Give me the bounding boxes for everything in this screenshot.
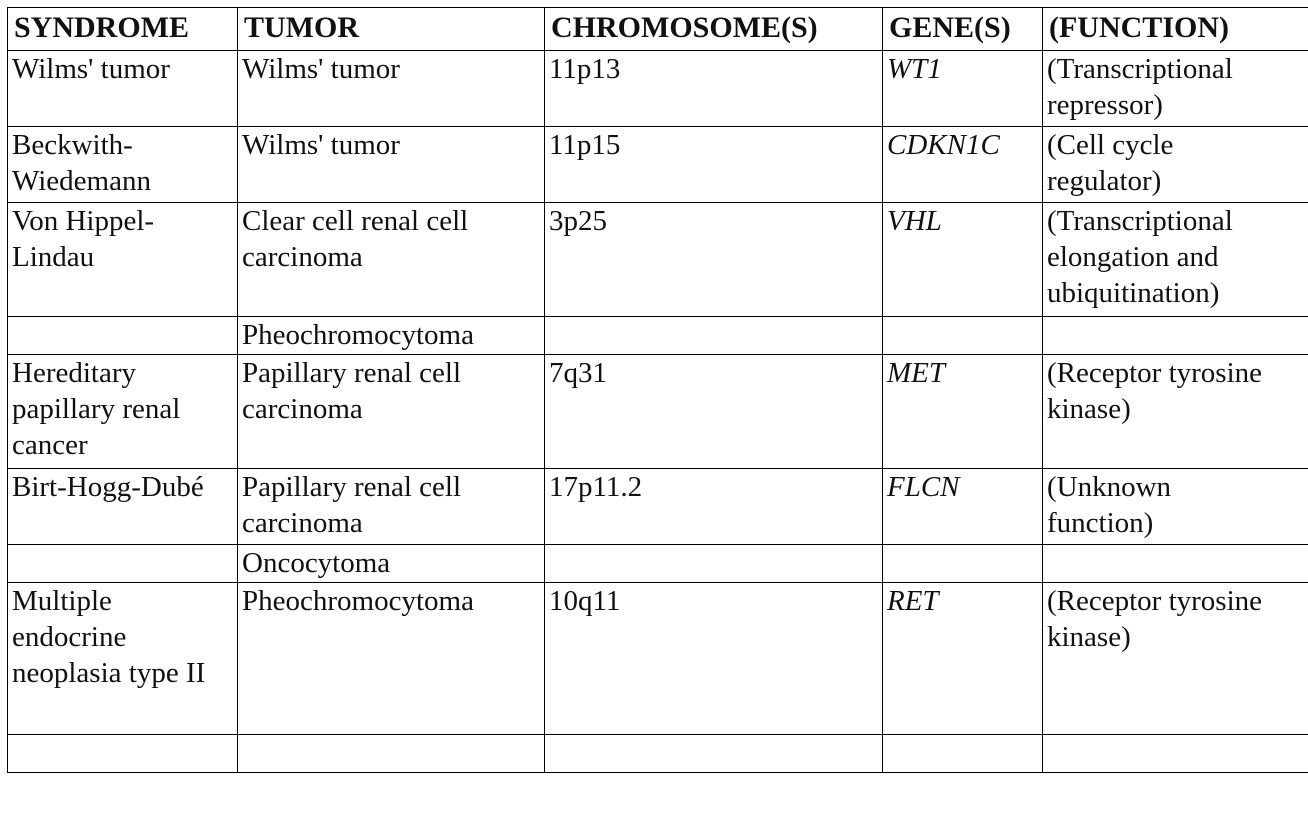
tumor-cell: Wilms' tumor	[237, 50, 545, 127]
syndrome-cell	[7, 544, 238, 583]
gene-cell: RET	[882, 582, 1043, 735]
tumor-cell: Wilms' tumor	[237, 126, 545, 203]
chromosome-cell: 3p25	[544, 202, 883, 317]
table-row: Wilms' tumor Wilms' tumor 11p13 WT1 (Tra…	[7, 50, 1308, 127]
function-line: (Transcriptional	[1047, 53, 1233, 85]
gene-cell	[882, 734, 1043, 773]
syndrome-cell	[7, 316, 238, 355]
table-row: Pheochromocytoma	[7, 316, 1308, 355]
tumor-cell: Pheochromocytoma	[237, 316, 545, 355]
table-row: Beckwith-Wiedemann Wilms' tumor 11p15 CD…	[7, 126, 1308, 203]
chromosome-cell: 7q31	[544, 354, 883, 469]
hereditary-tumor-syndromes-table: SYNDROME TUMOR CHROMOSOME(S) GENE(S) (FU…	[7, 7, 1308, 773]
chromosome-cell	[544, 734, 883, 773]
syndrome-cell: Multiple endocrine neoplasia type II	[7, 582, 238, 735]
table-row: Hereditary papillary renal cancer Papill…	[7, 354, 1308, 469]
syndrome-cell: Hereditary papillary renal cancer	[7, 354, 238, 469]
function-cell: (Cell cycle regulator)	[1042, 126, 1308, 203]
syndrome-cell: Beckwith-Wiedemann	[7, 126, 238, 203]
syndrome-cell: Wilms' tumor	[7, 50, 238, 127]
tumor-cell: Clear cell renal cell carcinoma	[237, 202, 545, 317]
gene-cell: VHL	[882, 202, 1043, 317]
function-line: regulator)	[1047, 165, 1162, 197]
column-header-chromosome: CHROMOSOME(S)	[544, 7, 883, 51]
gene-cell	[882, 544, 1043, 583]
function-line: ubiquitination)	[1047, 277, 1220, 309]
gene-cell: MET	[882, 354, 1043, 469]
table-row: Von Hippel-Lindau Clear cell renal cell …	[7, 202, 1308, 317]
column-header-tumor: TUMOR	[237, 7, 545, 51]
table-row: Oncocytoma	[7, 544, 1308, 583]
tumor-cell	[237, 734, 545, 773]
syndrome-cell: Birt-Hogg-Dubé	[7, 468, 238, 545]
function-line: (Transcriptional	[1047, 205, 1233, 237]
chromosome-cell: 10q11	[544, 582, 883, 735]
tumor-cell: Papillary renal cell carcinoma	[237, 468, 545, 545]
gene-cell: FLCN	[882, 468, 1043, 545]
tumor-cell: Oncocytoma	[237, 544, 545, 583]
table-row: Birt-Hogg-Dubé Papillary renal cell carc…	[7, 468, 1308, 545]
syndrome-cell: Von Hippel-Lindau	[7, 202, 238, 317]
function-cell: (Receptor tyrosine kinase)	[1042, 354, 1308, 469]
chromosome-cell	[544, 544, 883, 583]
function-cell: (Transcriptional repressor)	[1042, 50, 1308, 127]
function-line: elongation and	[1047, 241, 1219, 273]
function-line: (Receptor tyrosine	[1047, 585, 1263, 617]
chromosome-cell: 11p13	[544, 50, 883, 127]
function-line: (Unknown	[1047, 471, 1172, 503]
function-cell	[1042, 316, 1308, 355]
gene-cell: WT1	[882, 50, 1043, 127]
tumor-cell: Papillary renal cell carcinoma	[237, 354, 545, 469]
column-header-syndrome: SYNDROME	[7, 7, 238, 51]
function-cell	[1042, 544, 1308, 583]
function-cell: (Unknown function)	[1042, 468, 1308, 545]
function-cell	[1042, 734, 1308, 773]
chromosome-cell: 17p11.2	[544, 468, 883, 545]
function-line: repressor)	[1047, 89, 1163, 121]
syndrome-cell	[7, 734, 238, 773]
table-row: Multiple endocrine neoplasia type II Phe…	[7, 582, 1308, 735]
function-line: function)	[1047, 507, 1154, 539]
function-cell: (Receptor tyrosine kinase)	[1042, 582, 1308, 735]
table-row	[7, 734, 1308, 773]
chromosome-cell: 11p15	[544, 126, 883, 203]
tumor-cell: Pheochromocytoma	[237, 582, 545, 735]
column-header-function: (FUNCTION)	[1042, 7, 1308, 51]
table-header-row: SYNDROME TUMOR CHROMOSOME(S) GENE(S) (FU…	[7, 7, 1308, 51]
function-cell: (Transcriptional elongation and ubiquitina…	[1042, 202, 1308, 317]
function-line: kinase)	[1047, 393, 1131, 425]
gene-cell	[882, 316, 1043, 355]
gene-cell: CDKN1C	[882, 126, 1043, 203]
function-line: kinase)	[1047, 621, 1131, 653]
function-line: (Cell cycle	[1047, 129, 1174, 161]
function-line: (Receptor tyrosine	[1047, 357, 1263, 389]
column-header-gene: GENE(S)	[882, 7, 1043, 51]
chromosome-cell	[544, 316, 883, 355]
